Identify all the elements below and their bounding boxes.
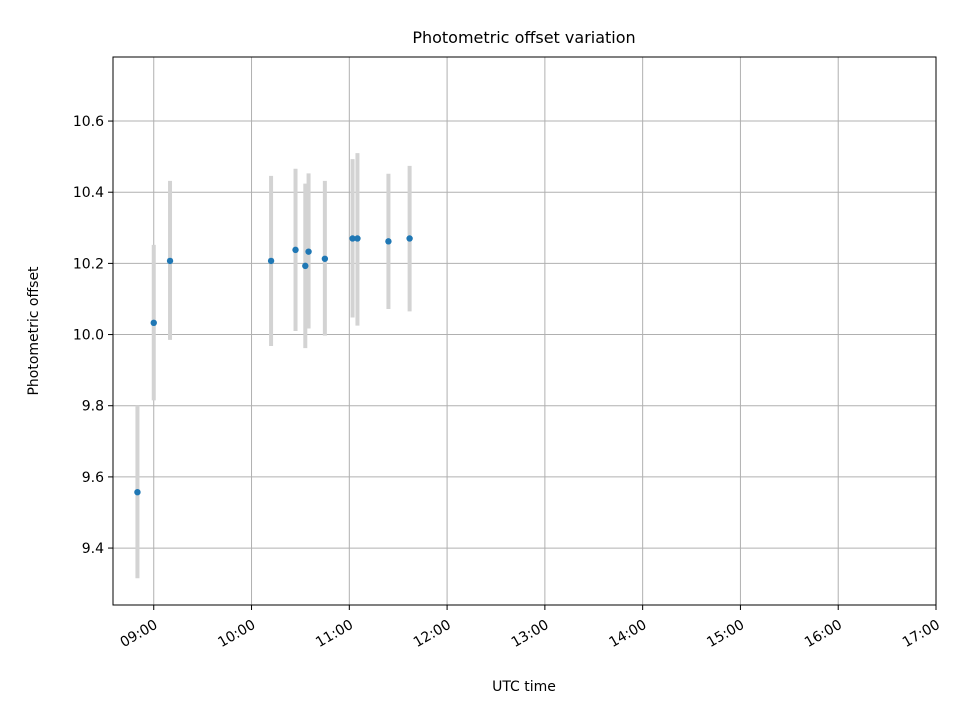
y-axis-ticks: 9.4 9.6 9.8 10.0 10.2 10.4 10.6: [73, 114, 113, 557]
y-tick-label: 9.6: [82, 470, 104, 486]
y-axis-label: Photometric offset: [26, 266, 42, 396]
y-tick-label: 10.0: [73, 328, 104, 344]
x-axis-ticks: 09:00 10:00 11:00 12:00 13:00 14:00 15:00 16:00…: [118, 605, 943, 651]
y-tick-label: 9.4: [82, 541, 104, 557]
x-tick-label: 16:00: [802, 617, 845, 651]
x-tick-label: 15:00: [704, 617, 747, 651]
data-point: [150, 319, 157, 327]
data-point: [321, 255, 329, 262]
data-point: [134, 488, 141, 496]
y-tick-label: 10.2: [73, 256, 104, 272]
data-point: [406, 235, 413, 242]
x-tick-label: 13:00: [509, 617, 552, 651]
y-tick-label: 9.8: [82, 399, 104, 415]
data-points: [134, 235, 413, 496]
x-tick-label: 12:00: [411, 617, 454, 651]
data-point: [354, 235, 361, 242]
y-tick-label: 10.4: [73, 185, 104, 201]
data-point: [166, 257, 174, 265]
data-point: [305, 248, 312, 255]
chart-title: Photometric offset variation: [412, 28, 635, 47]
data-point: [267, 257, 275, 265]
x-axis-label: UTC time: [492, 679, 556, 695]
grid-lines: [113, 57, 937, 605]
data-point: [302, 262, 309, 270]
x-tick-label: 09:00: [118, 617, 161, 651]
x-tick-label: 14:00: [606, 617, 649, 651]
data-point: [349, 235, 356, 242]
x-tick-label: 17:00: [900, 617, 943, 651]
y-tick-label: 10.6: [73, 114, 104, 130]
data-point: [292, 246, 299, 254]
plot-background: [113, 57, 936, 605]
data-point: [385, 238, 392, 245]
x-tick-label: 10:00: [215, 617, 258, 651]
plot-frame: [112, 56, 937, 606]
x-tick-label: 11:00: [313, 617, 356, 651]
